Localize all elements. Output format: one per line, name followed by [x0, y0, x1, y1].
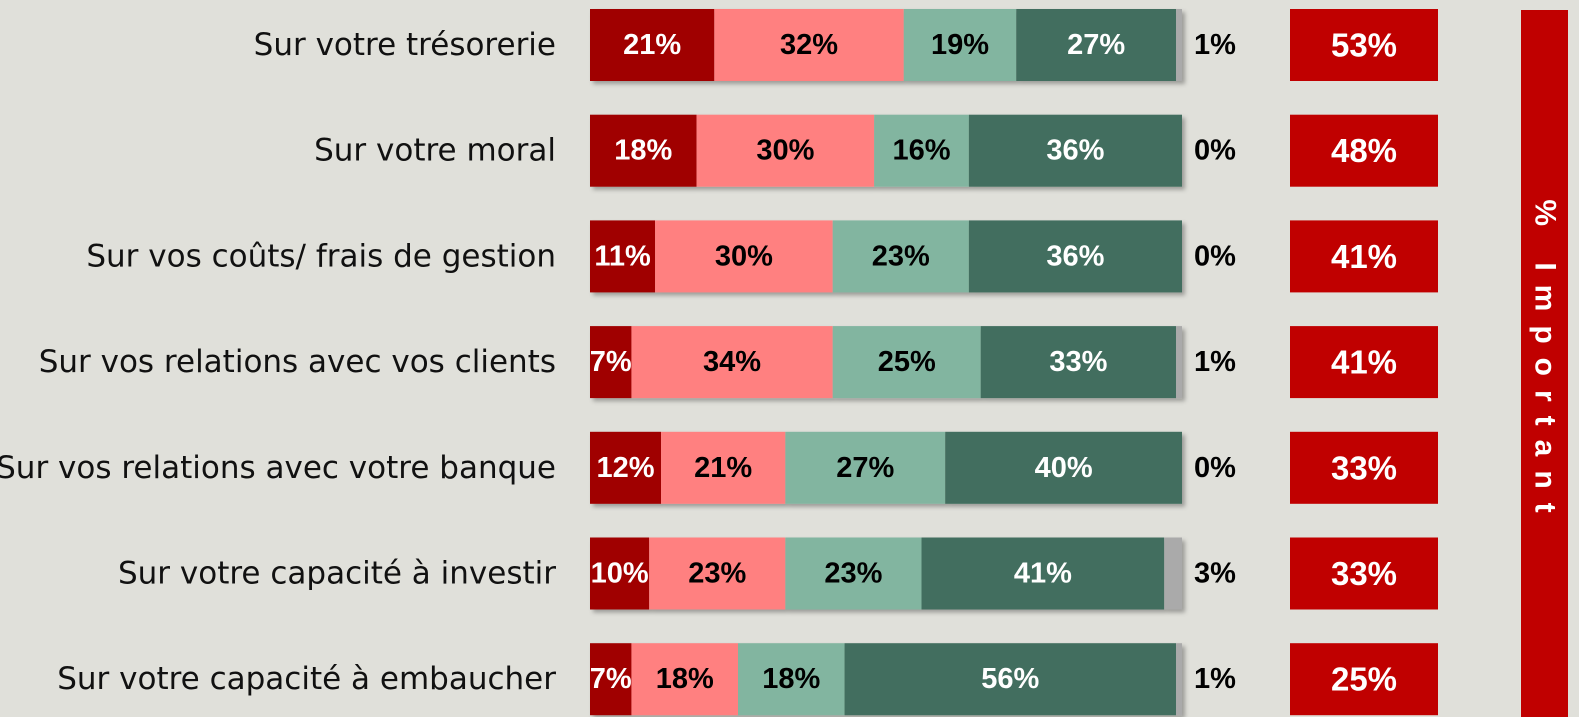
bar-segment [980, 326, 1177, 399]
category-label: Sur vos relations avec vos clients [39, 344, 556, 380]
bar-segment [1176, 326, 1182, 399]
category-label: Sur votre capacité à embaucher [57, 661, 556, 697]
value-label: 36% [1046, 240, 1104, 272]
important-label: 33% [1331, 555, 1397, 592]
value-label: 40% [1035, 452, 1093, 484]
important-label: 33% [1331, 449, 1397, 486]
value-label: 10% [591, 558, 649, 590]
value-label: 27% [1067, 29, 1125, 61]
value-label: 1% [1194, 663, 1236, 695]
category-label: Sur votre trésorerie [254, 27, 556, 63]
value-label: 41% [1014, 558, 1072, 590]
value-label: 21% [694, 452, 752, 484]
value-label: 30% [715, 240, 773, 272]
bar-group [590, 9, 1182, 81]
important-box [1290, 220, 1438, 293]
bar-segment [590, 220, 656, 293]
important-box [1290, 643, 1438, 716]
category-label: Sur vos relations avec votre banque [0, 450, 556, 486]
bar-segment [785, 537, 922, 610]
value-label: 19% [931, 29, 989, 61]
bar-segment [921, 537, 1165, 610]
bar-segment [661, 431, 786, 504]
bar-group [590, 326, 1182, 399]
value-label: 18% [656, 663, 714, 695]
bar-segment [1016, 9, 1177, 81]
important-box [1290, 9, 1438, 81]
important-label: 48% [1331, 132, 1397, 169]
important-label: 41% [1331, 238, 1397, 275]
category-label: Sur vos coûts/ frais de gestion [86, 238, 556, 274]
value-label: 18% [614, 135, 672, 167]
bar-segment [968, 114, 1182, 187]
value-label: 1% [1194, 29, 1236, 61]
category-label: Sur votre moral [314, 133, 556, 169]
important-box [1290, 431, 1438, 504]
bar-segment [903, 9, 1017, 81]
important-box [1290, 537, 1438, 610]
value-label: 56% [981, 663, 1039, 695]
value-label: 0% [1194, 135, 1236, 167]
bar-segment [1164, 537, 1182, 610]
value-label: 7% [590, 663, 632, 695]
important-box [1290, 326, 1438, 399]
value-label: 16% [892, 135, 950, 167]
bar-segment [968, 220, 1182, 293]
bar-segment [832, 326, 981, 399]
bar-segment [590, 326, 632, 399]
value-label: 33% [1049, 346, 1107, 378]
bar-segment [945, 431, 1182, 504]
bar-group [590, 220, 1182, 293]
bar-segment [590, 431, 662, 504]
bar-segment [590, 643, 632, 716]
value-label: 11% [594, 240, 651, 272]
bar-segment [649, 537, 786, 610]
value-label: 7% [590, 346, 632, 378]
bar-segment [738, 643, 845, 716]
value-label: 27% [836, 452, 894, 484]
bar-segment [832, 220, 969, 293]
important-header-box [1521, 10, 1568, 717]
value-label: 30% [756, 135, 814, 167]
bar-segment [874, 114, 969, 187]
important-header: % Important [1529, 199, 1562, 526]
value-label: 23% [872, 240, 930, 272]
important-box [1290, 114, 1438, 187]
bar-segment [714, 9, 904, 81]
bar-segment [655, 220, 833, 293]
bar-segment [590, 114, 697, 187]
important-label: 25% [1331, 661, 1397, 698]
category-label: Sur votre capacité à investir [118, 556, 556, 592]
bar-segment [590, 537, 650, 610]
bar-segment [631, 643, 738, 716]
bar-group [590, 431, 1182, 504]
value-label: 23% [824, 558, 882, 590]
bar-segment [1176, 9, 1182, 81]
important-label: 53% [1331, 27, 1397, 64]
value-label: 23% [688, 558, 746, 590]
value-label: 18% [762, 663, 820, 695]
value-label: 32% [780, 29, 838, 61]
bar-segment [785, 431, 946, 504]
bar-segment [696, 114, 875, 187]
value-label: 0% [1194, 452, 1236, 484]
value-label: 3% [1194, 558, 1236, 590]
bar-segment [590, 9, 715, 81]
important-label: 41% [1331, 344, 1397, 381]
bar-group [590, 114, 1182, 187]
bar-segment [844, 643, 1177, 716]
bar-group [590, 537, 1182, 610]
bar-group [590, 643, 1182, 716]
value-label: 1% [1194, 346, 1236, 378]
value-label: 21% [623, 29, 681, 61]
value-label: 25% [878, 346, 936, 378]
value-label: 0% [1194, 240, 1236, 272]
value-label: 36% [1046, 135, 1104, 167]
value-label: 34% [703, 346, 761, 378]
bar-segment [1176, 643, 1182, 716]
value-label: 12% [596, 452, 654, 484]
bar-segment [631, 326, 833, 399]
